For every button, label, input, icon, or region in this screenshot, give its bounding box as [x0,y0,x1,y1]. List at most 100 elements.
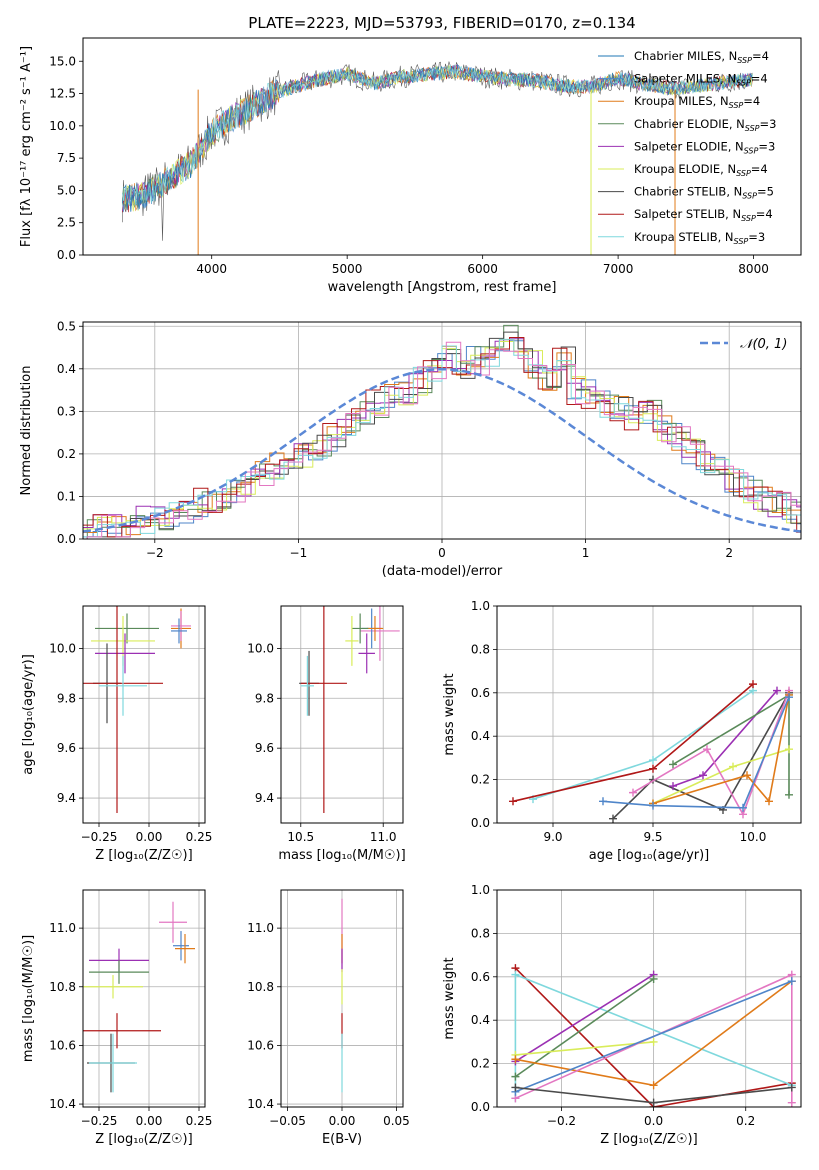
weight-point-marker [649,1037,658,1046]
y-tick-label: 10.0 [247,641,274,655]
y-tick-label: 0.2 [471,1057,490,1071]
age_vs_Z-frame [82,605,206,824]
histogram-series [86,341,801,539]
x-tick-label: 5000 [332,262,363,276]
y-tick-label: 1.0 [471,883,490,897]
mass_vs_Z-xlabel: Z [log₁₀(Z/Z☉)] [95,1132,192,1147]
y-tick-label: 11.0 [49,921,76,935]
mass_vs_Z-ylabel: mass [log₁₀(M/M☉)] [21,935,36,1062]
weight-point-marker [703,745,711,754]
weight-point-marker [787,1083,796,1092]
weight-point-marker [765,797,773,806]
weight_vs_Z-lines [511,964,796,1107]
weight-point-marker [773,686,781,695]
weight-series-line [514,973,655,1063]
x-tick-label: 9.5 [643,830,662,844]
y-tick-label: 0.0 [57,248,76,262]
weight-point-marker [785,745,793,754]
spectrum-lines [121,60,753,255]
y-tick-label: 2.5 [57,216,76,230]
weight-point-marker [649,974,658,983]
weight-point-marker [599,797,607,806]
x-tick-label: 8000 [738,262,769,276]
y-tick-label: 0.2 [471,773,490,787]
x-tick-label: 0.00 [136,1114,163,1128]
weight-point-marker [785,790,793,799]
y-tick-label: 0.6 [471,970,490,984]
spectrum-ylabel: Flux [fλ 10⁻¹⁷ erg cm⁻² s⁻¹ A⁻¹] [19,46,34,247]
weight-point-marker [787,977,796,986]
legend-label: Kroupa MILES, NSSP=4 [634,94,760,110]
weight-point-marker [649,1098,658,1107]
mass_vs_ebv-axes: −0.05 0.00 0.05 10.4 10.6 10.8 11.0 [247,890,410,1128]
legend-label: Chabrier ELODIE, NSSP=3 [634,117,776,133]
weight-point-marker [649,764,657,773]
weight-point-marker [511,1055,520,1064]
weight-point-marker [511,970,520,979]
x-tick-label: 1 [582,546,590,560]
y-tick-label: 15.0 [49,54,76,68]
weight_vs_age-xlabel: age [log₁₀(age/yr)] [589,848,710,863]
x-tick-label: −1 [290,546,308,560]
y-tick-label: 0.3 [57,404,76,418]
residuals-xlabel: (data-model)/error [382,564,503,579]
age_vs_Z-points [83,606,191,814]
x-tick-label: 0.2 [736,1114,755,1128]
x-tick-label: 0.25 [186,1114,213,1128]
x-tick-label: 6000 [467,262,498,276]
spectrum-legend: Chabrier MILES, NSSP=4 Salpeter MILES, NS… [598,49,776,246]
legend-label: Salpeter MILES, NSSP=4 [634,72,768,88]
y-tick-label: 9.6 [57,741,76,755]
weight_vs_Z-axes: −0.2 0.0 0.2 0.0 0.2 0.4 0.6 0.8 1.0 [471,883,801,1128]
y-tick-label: 0.8 [471,926,490,940]
legend-label: Salpeter ELODIE, NSSP=3 [634,139,775,155]
figure-title: PLATE=2223, MJD=53793, FIBERID=0170, z=0… [248,14,635,32]
spectrum-series-line [121,65,753,213]
weight-point-marker [649,801,657,810]
legend-label: Chabrier MILES, NSSP=4 [634,49,769,65]
weight-point-marker [699,771,707,780]
normal-curve [83,368,801,533]
weight_vs_age-lines [509,680,793,823]
legend-label: Kroupa ELODIE, NSSP=4 [634,162,768,178]
y-tick-label: 1.0 [471,599,490,613]
weight-point-marker [511,1083,520,1092]
x-tick-label: 2 [725,546,733,560]
weight-point-marker [787,1098,796,1107]
residual-histograms [83,324,801,539]
y-tick-label: 0.0 [57,532,76,546]
histogram-series [83,340,801,538]
x-tick-label: 0 [438,546,446,560]
weight-series-line [515,980,793,1093]
histogram-series [83,338,801,528]
y-tick-label: 10.4 [247,1097,274,1111]
y-tick-label: 0.1 [57,489,76,503]
spectrum-xlabel: wavelength [Angstrom, rest frame] [328,280,557,295]
weight-point-marker [511,1072,520,1081]
x-tick-label: 10.0 [740,830,767,844]
weight_vs_Z-frame [496,889,802,1108]
mass_vs_ebv-xlabel: E(B-V) [322,1132,362,1147]
y-tick-label: 5.0 [57,183,76,197]
x-tick-label: −2 [146,546,164,560]
x-tick-label: 0.0 [644,1114,663,1128]
weight_vs_Z-ylabel: mass weight [442,957,457,1039]
weight-series-line [652,694,790,805]
weight-point-marker [509,797,517,806]
spectrum-frame [82,37,802,256]
age_vs_Z-xlabel: Z [log₁₀(Z/Z☉)] [95,848,192,863]
y-tick-label: 10.0 [49,641,76,655]
residuals-frame [82,321,802,540]
spectrum-axes: 4000 5000 6000 7000 8000 0.0 2.5 5.0 7.5 10.0 12.5… [49,54,769,276]
y-tick-label: 0.5 [57,319,76,333]
y-tick-label: 0.6 [471,686,490,700]
spectrum-series-line [121,64,753,212]
y-tick-label: 0.4 [471,729,490,743]
y-tick-label: 0.4 [471,1013,490,1027]
spectrum-series-line [121,64,753,207]
x-tick-label: 11.0 [370,830,397,844]
weight-series-line [515,1041,654,1056]
x-tick-label: −0.05 [269,1114,306,1128]
y-tick-label: 10.8 [247,980,274,994]
